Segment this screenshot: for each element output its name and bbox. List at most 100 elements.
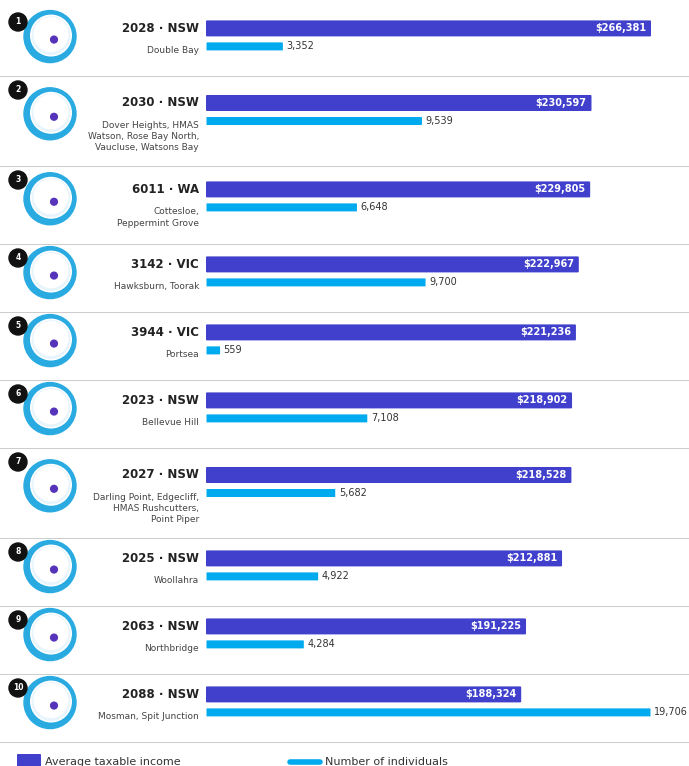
Circle shape xyxy=(50,272,57,279)
Circle shape xyxy=(31,545,71,586)
Circle shape xyxy=(24,541,76,593)
Text: 19,706: 19,706 xyxy=(654,707,688,718)
Text: 10: 10 xyxy=(13,683,23,692)
Text: 3,352: 3,352 xyxy=(287,41,314,51)
Text: 7,108: 7,108 xyxy=(371,414,398,424)
Text: Bellevue Hill: Bellevue Hill xyxy=(142,418,199,427)
Circle shape xyxy=(9,13,27,31)
Circle shape xyxy=(31,319,71,360)
Text: Double Bay: Double Bay xyxy=(147,47,199,55)
Text: $221,236: $221,236 xyxy=(520,327,571,337)
FancyBboxPatch shape xyxy=(206,324,576,340)
Circle shape xyxy=(24,11,76,63)
Circle shape xyxy=(34,548,68,581)
Circle shape xyxy=(32,179,70,217)
Text: Woollahra: Woollahra xyxy=(154,576,199,585)
Circle shape xyxy=(24,676,76,728)
Circle shape xyxy=(24,382,76,434)
Circle shape xyxy=(9,171,27,189)
Circle shape xyxy=(50,566,57,573)
Text: 2088 · NSW: 2088 · NSW xyxy=(122,688,199,701)
Circle shape xyxy=(32,615,70,653)
FancyBboxPatch shape xyxy=(207,346,220,355)
Text: 8: 8 xyxy=(15,548,21,557)
Circle shape xyxy=(50,36,57,43)
Text: 5,682: 5,682 xyxy=(339,488,367,498)
Text: $218,528: $218,528 xyxy=(515,470,566,480)
Circle shape xyxy=(24,315,76,367)
Circle shape xyxy=(31,464,71,505)
Circle shape xyxy=(32,321,70,358)
FancyBboxPatch shape xyxy=(207,204,357,211)
Circle shape xyxy=(32,17,70,54)
FancyBboxPatch shape xyxy=(207,278,426,286)
Text: $230,597: $230,597 xyxy=(535,98,586,108)
Text: 4,284: 4,284 xyxy=(307,640,335,650)
Text: 9,539: 9,539 xyxy=(425,116,453,126)
Circle shape xyxy=(50,702,57,709)
Text: Northbridge: Northbridge xyxy=(145,644,199,653)
FancyBboxPatch shape xyxy=(207,709,650,716)
Circle shape xyxy=(24,608,76,660)
Text: $188,324: $188,324 xyxy=(465,689,516,699)
Circle shape xyxy=(50,113,57,120)
Text: 2028 · NSW: 2028 · NSW xyxy=(122,22,199,35)
FancyBboxPatch shape xyxy=(206,95,591,111)
Circle shape xyxy=(34,467,68,501)
Circle shape xyxy=(24,247,76,299)
Text: Mosman, Spit Junction: Mosman, Spit Junction xyxy=(99,712,199,722)
Circle shape xyxy=(9,543,27,561)
Text: 3: 3 xyxy=(15,175,21,185)
FancyBboxPatch shape xyxy=(206,182,590,198)
FancyBboxPatch shape xyxy=(206,551,562,566)
FancyBboxPatch shape xyxy=(17,754,41,766)
Circle shape xyxy=(9,679,27,697)
Text: 2: 2 xyxy=(15,86,21,94)
Text: 3142 · VIC: 3142 · VIC xyxy=(131,258,199,271)
Text: 9: 9 xyxy=(15,616,21,624)
Text: Portsea: Portsea xyxy=(165,350,199,359)
Circle shape xyxy=(31,388,71,428)
Circle shape xyxy=(34,95,68,129)
Text: 2023 · NSW: 2023 · NSW xyxy=(122,394,199,407)
Text: Darling Point, Edgecliff,
HMAS Rushcutters,
Point Piper: Darling Point, Edgecliff, HMAS Rushcutte… xyxy=(93,493,199,524)
Circle shape xyxy=(9,249,27,267)
FancyBboxPatch shape xyxy=(207,572,318,581)
Text: $212,881: $212,881 xyxy=(506,553,557,564)
Text: 7: 7 xyxy=(15,457,21,466)
Text: Average taxable income: Average taxable income xyxy=(45,757,181,766)
Circle shape xyxy=(32,253,70,290)
Text: 6011 · WA: 6011 · WA xyxy=(132,183,199,196)
Circle shape xyxy=(34,684,68,718)
Text: 2027 · NSW: 2027 · NSW xyxy=(122,469,199,482)
Circle shape xyxy=(32,466,70,503)
Text: $229,805: $229,805 xyxy=(534,185,585,195)
Text: $222,967: $222,967 xyxy=(523,260,574,270)
Text: $191,225: $191,225 xyxy=(470,621,521,631)
FancyBboxPatch shape xyxy=(206,686,521,702)
Text: 2025 · NSW: 2025 · NSW xyxy=(122,552,199,565)
Circle shape xyxy=(31,93,71,133)
Circle shape xyxy=(32,683,70,720)
Circle shape xyxy=(50,340,57,347)
Circle shape xyxy=(50,486,57,493)
FancyBboxPatch shape xyxy=(207,414,367,422)
Circle shape xyxy=(34,390,68,424)
Text: 2030 · NSW: 2030 · NSW xyxy=(122,97,199,110)
Circle shape xyxy=(24,173,76,224)
Text: Number of individuals: Number of individuals xyxy=(325,757,448,766)
FancyBboxPatch shape xyxy=(207,117,422,125)
Text: 5: 5 xyxy=(15,322,21,330)
Text: Cottesloe,
Peppermint Grove: Cottesloe, Peppermint Grove xyxy=(117,208,199,228)
Text: $218,902: $218,902 xyxy=(516,395,567,405)
FancyBboxPatch shape xyxy=(206,618,526,634)
Circle shape xyxy=(9,81,27,99)
Circle shape xyxy=(9,385,27,403)
Circle shape xyxy=(31,251,71,292)
FancyBboxPatch shape xyxy=(206,257,579,273)
FancyBboxPatch shape xyxy=(207,489,336,497)
Circle shape xyxy=(31,15,71,56)
Circle shape xyxy=(50,634,57,641)
Circle shape xyxy=(9,317,27,335)
FancyBboxPatch shape xyxy=(207,42,283,51)
